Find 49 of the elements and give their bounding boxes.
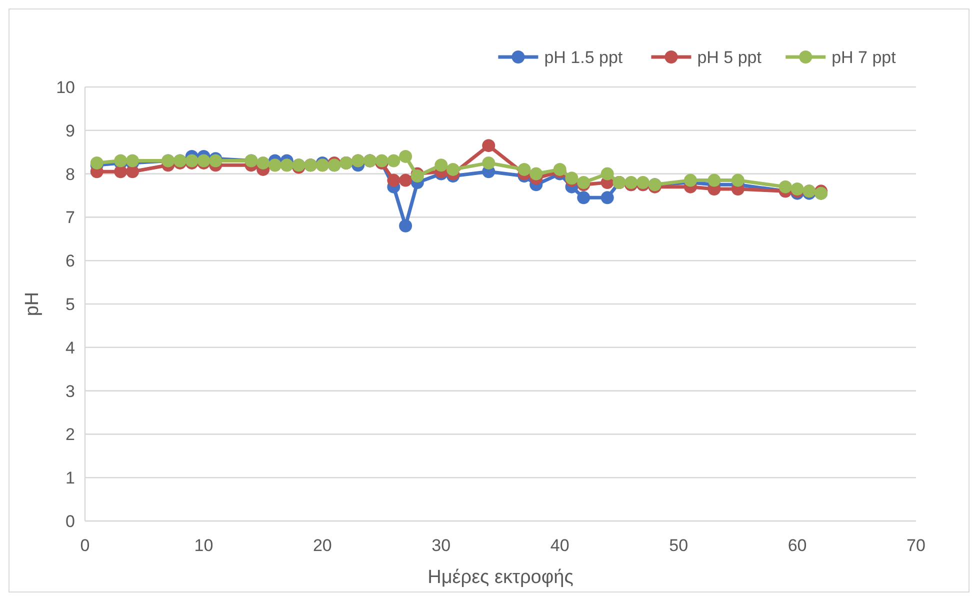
legend-label: pH 5 ppt [697, 48, 762, 67]
y-tick-label: 1 [66, 468, 75, 488]
point [387, 154, 400, 168]
point [446, 162, 460, 176]
point [731, 174, 744, 187]
point [600, 167, 614, 180]
point [387, 174, 400, 187]
y-tick-label: 3 [66, 382, 75, 401]
x-axis-title: Ημέρες εκτροφής [428, 567, 574, 588]
legend-label: pH 7 ppt [832, 48, 896, 67]
y-tick-label: 2 [66, 425, 75, 444]
y-axis-title: pH [22, 292, 43, 316]
y-tick-label: 0 [66, 512, 75, 531]
point [482, 139, 496, 152]
y-tick-label: 7 [66, 208, 75, 228]
point [624, 176, 638, 189]
y-tick-label: 6 [66, 252, 75, 271]
point [256, 156, 270, 170]
point [399, 150, 412, 163]
point [577, 191, 590, 204]
point [482, 156, 496, 170]
legend-label: pH 1.5 ppt [544, 48, 623, 67]
point [90, 156, 104, 170]
point [399, 219, 412, 232]
y-tick-label: 9 [66, 121, 75, 140]
x-tick-label: 70 [906, 536, 926, 555]
x-tick-label: 0 [80, 536, 90, 555]
x-tick-label: 20 [312, 536, 332, 555]
point [577, 176, 590, 189]
point [600, 191, 614, 204]
y-tick-label: 10 [56, 78, 75, 97]
point [636, 176, 650, 189]
x-tick-label: 50 [669, 536, 688, 555]
y-tick-label: 8 [66, 164, 75, 184]
point [530, 167, 543, 180]
point [778, 180, 792, 194]
point [126, 165, 139, 178]
x-tick-label: 30 [432, 536, 451, 555]
x-tick-label: 60 [788, 536, 807, 555]
x-tick-label: 40 [550, 536, 570, 555]
point [399, 174, 412, 187]
point [790, 182, 804, 196]
point [518, 162, 531, 176]
point [553, 162, 566, 176]
y-tick-label: 4 [66, 338, 75, 358]
y-tick-label: 5 [66, 294, 75, 314]
point [708, 174, 721, 187]
x-tick-label: 10 [194, 536, 214, 555]
point [434, 158, 448, 172]
